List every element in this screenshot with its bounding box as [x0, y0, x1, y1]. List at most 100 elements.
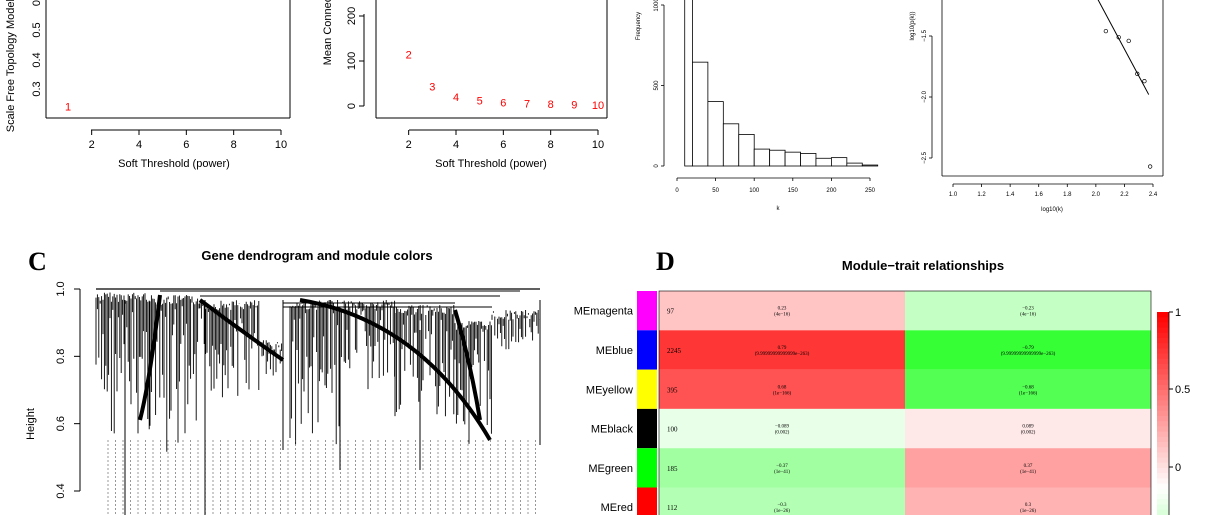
a2-x-tick-label-0: 2	[406, 139, 412, 151]
d-colorbar-step-0	[1157, 312, 1169, 318]
d-row-count-4: 185	[667, 465, 678, 473]
a2-y-tick-label-0: 0	[346, 103, 358, 109]
a2-point-8: 10	[592, 100, 604, 112]
d-colorbar-step-4	[1157, 332, 1169, 339]
d-colorbar-step-38	[1157, 509, 1169, 515]
d-colorbar-step-31	[1157, 473, 1169, 479]
d-row-label-0: MEmagenta	[574, 306, 634, 318]
d-cell-p-4-0: (1e−41)	[774, 470, 790, 475]
a2-x-tick-label-2: 6	[500, 139, 506, 151]
d-module-swatch-0	[637, 291, 657, 331]
d-cell-2-0	[659, 369, 905, 409]
d-colorbar-tick-label-0: 1	[1175, 307, 1181, 319]
d-colorbar-step-28	[1157, 457, 1169, 464]
d-colorbar-step-18	[1157, 405, 1169, 412]
b1-bar-5	[753, 148, 771, 167]
b1-bar-3	[722, 123, 740, 167]
d-module-swatch-3	[637, 408, 657, 449]
d-row-label-4: MEgreen	[588, 463, 633, 475]
d-row-count-1: 2245	[667, 347, 682, 355]
a1-x-tick-label-4: 10	[275, 139, 287, 151]
d-cell-4-1	[905, 448, 1151, 488]
d-row-count-3: 100	[667, 426, 678, 434]
a1-y-axis-label: Scale Free Topology Model Fit	[5, 0, 17, 132]
d-colorbar-step-22	[1157, 426, 1169, 433]
a2-y-tick-label-2: 200	[346, 7, 358, 25]
d-colorbar-step-1	[1157, 317, 1169, 323]
d-cell-p-3-0: (0.002)	[775, 431, 790, 436]
a2-y-tick-label-1: 100	[346, 52, 358, 70]
b1-bar-10	[831, 157, 848, 167]
a2-point-1: 3	[429, 82, 435, 94]
d-cell-value-4-0: −0.37	[776, 464, 788, 469]
d-colorbar-step-8	[1157, 353, 1169, 360]
d-cell-value-3-0: −0.089	[775, 425, 790, 430]
d-colorbar-step-16	[1157, 395, 1169, 401]
c-upper-merges	[160, 290, 520, 308]
d-colorbar-step-30	[1157, 468, 1169, 474]
b2-x-tick-label-3: 1.6	[1035, 192, 1044, 198]
d-cell-p-1-0: (9.99999999999999e−263)	[755, 352, 810, 357]
c-y-tick-label-0: 0.4	[55, 483, 67, 498]
d-cell-value-3-1: 0.089	[1022, 425, 1034, 430]
d-cell-p-0-1: (4e−16)	[1020, 313, 1036, 318]
b1-y-tick-label-1: 500	[654, 80, 660, 91]
c-y-tick-label-1: 0.6	[55, 416, 67, 431]
d-colorbar-step-6	[1157, 343, 1169, 349]
b2-x-tick-label-6: 2.2	[1120, 192, 1129, 198]
b2-point-2	[1126, 38, 1131, 44]
b2-point-3	[1135, 71, 1140, 76]
b2-y-tick-label-0: −2.5	[922, 151, 928, 164]
d-cell-value-2-0: 0.68	[778, 385, 787, 390]
c-title: Gene dendrogram and module colors	[201, 248, 432, 263]
d-cell-5-1	[905, 487, 1151, 515]
a2-point-2: 4	[453, 92, 459, 104]
c-cluster-edges	[138, 294, 492, 442]
b2-point-0	[1103, 28, 1109, 34]
a2-x-tick-label-1: 4	[453, 139, 459, 151]
d-title: Module−trait relationships	[842, 258, 1004, 273]
d-colorbar-step-19	[1157, 410, 1169, 417]
panel-b-left: 0 50 100 150 200 250 0 500 1000 k Frequency	[636, 0, 879, 212]
c-y-tick-label-2: 0.8	[55, 349, 67, 364]
a1-y-tick-label-3: 0	[31, 0, 43, 6]
panel-d: D Module−trait relationships MEmagenta 0.…	[574, 247, 1190, 515]
panel-c: C Gene dendrogram and module colors 0.4 0…	[25, 247, 541, 515]
b1-x-tick-label-2: 100	[749, 188, 760, 194]
d-cell-3-0	[659, 408, 905, 449]
b1-bar-9	[815, 157, 832, 167]
d-colorbar-step-17	[1157, 400, 1169, 407]
d-cell-p-5-1: (1e−26)	[1020, 509, 1036, 514]
d-cell-p-2-1: (1e−166)	[1019, 391, 1038, 396]
d-colorbar-step-10	[1157, 364, 1169, 370]
a1-x-axis-label: Soft Threshold (power)	[118, 158, 230, 170]
a1-x-tick-label-3: 8	[231, 139, 237, 151]
a2-point-0: 2	[406, 49, 412, 61]
b1-bar-8	[800, 153, 817, 167]
b2-fit-line	[1097, 0, 1150, 95]
d-cell-value-5-1: 0.3	[1025, 503, 1032, 508]
a2-x-axis-label: Soft Threshold (power)	[435, 158, 547, 170]
c-long-stems	[124, 300, 541, 515]
b1-bar-0	[684, 0, 693, 167]
d-row-label-2: MEyellow	[586, 384, 633, 396]
d-colorbar-step-24	[1157, 436, 1169, 443]
b1-x-tick-label-4: 200	[826, 188, 837, 194]
b1-bar-11	[846, 162, 863, 167]
a2-y-axis-label: Mean Connectivity	[322, 0, 334, 65]
d-cell-4-0	[659, 448, 905, 488]
b1-x-tick-label-3: 150	[788, 188, 799, 194]
d-module-swatch-4	[637, 448, 657, 488]
d-colorbar-step-5	[1157, 338, 1169, 344]
d-cell-2-1	[905, 369, 1151, 409]
d-cell-value-0-0: 0.23	[778, 307, 787, 312]
a2-x-tick-label-3: 8	[548, 139, 554, 151]
b2-x-tick-label-2: 1.4	[1006, 192, 1015, 198]
d-cell-5-0	[659, 487, 905, 515]
d-cell-p-3-1: (0.002)	[1021, 431, 1036, 436]
a1-x-tick-label-0: 2	[89, 139, 95, 151]
d-cell-p-2-0: (1e−166)	[773, 391, 792, 396]
d-colorbar-tick-label-1: 0.5	[1175, 384, 1190, 396]
d-colorbar-step-27	[1157, 452, 1169, 459]
